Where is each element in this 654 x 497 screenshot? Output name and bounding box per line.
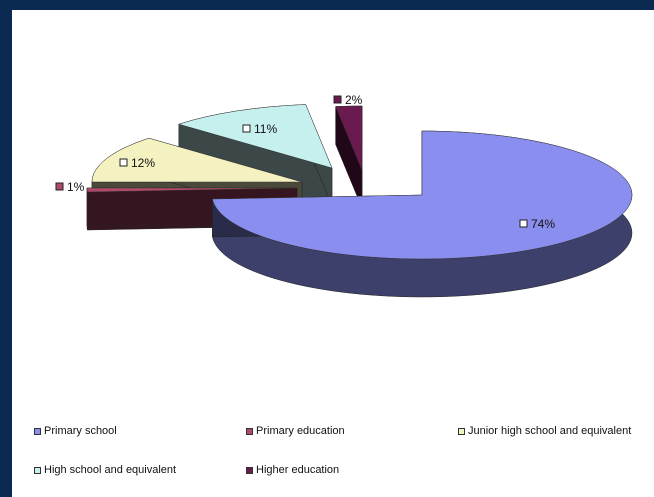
chart-area: 74% 1% 12% 11% 2% Primary school Primary edu… — [12, 10, 654, 497]
data-label-3: 11% — [242, 122, 277, 136]
data-label-swatch-1 — [55, 182, 64, 191]
slice-4 — [335, 105, 363, 209]
data-label-text-2: 12% — [131, 156, 155, 170]
data-label-1: 1% — [55, 180, 85, 194]
data-label-0: 74% — [519, 217, 555, 231]
data-label-4: 2% — [333, 93, 363, 107]
data-label-text-3: 11% — [254, 122, 277, 136]
data-label-swatch-2 — [119, 158, 128, 167]
slice-0 — [212, 130, 633, 298]
data-label-text-0: 74% — [531, 217, 555, 231]
data-label-text-1: 1% — [67, 180, 85, 194]
slice-top-4 — [335, 105, 363, 171]
data-label-text-4: 2% — [345, 93, 363, 107]
data-label-swatch-0 — [519, 219, 528, 228]
pie-chart: 74% 1% 12% 11% 2% — [55, 93, 633, 298]
slice-top-3 — [178, 104, 333, 169]
data-label-swatch-4 — [333, 95, 342, 104]
data-label-2: 12% — [119, 156, 155, 170]
slice-top-1 — [86, 187, 298, 193]
slice-top-2 — [91, 137, 303, 183]
data-label-swatch-3 — [242, 124, 251, 133]
